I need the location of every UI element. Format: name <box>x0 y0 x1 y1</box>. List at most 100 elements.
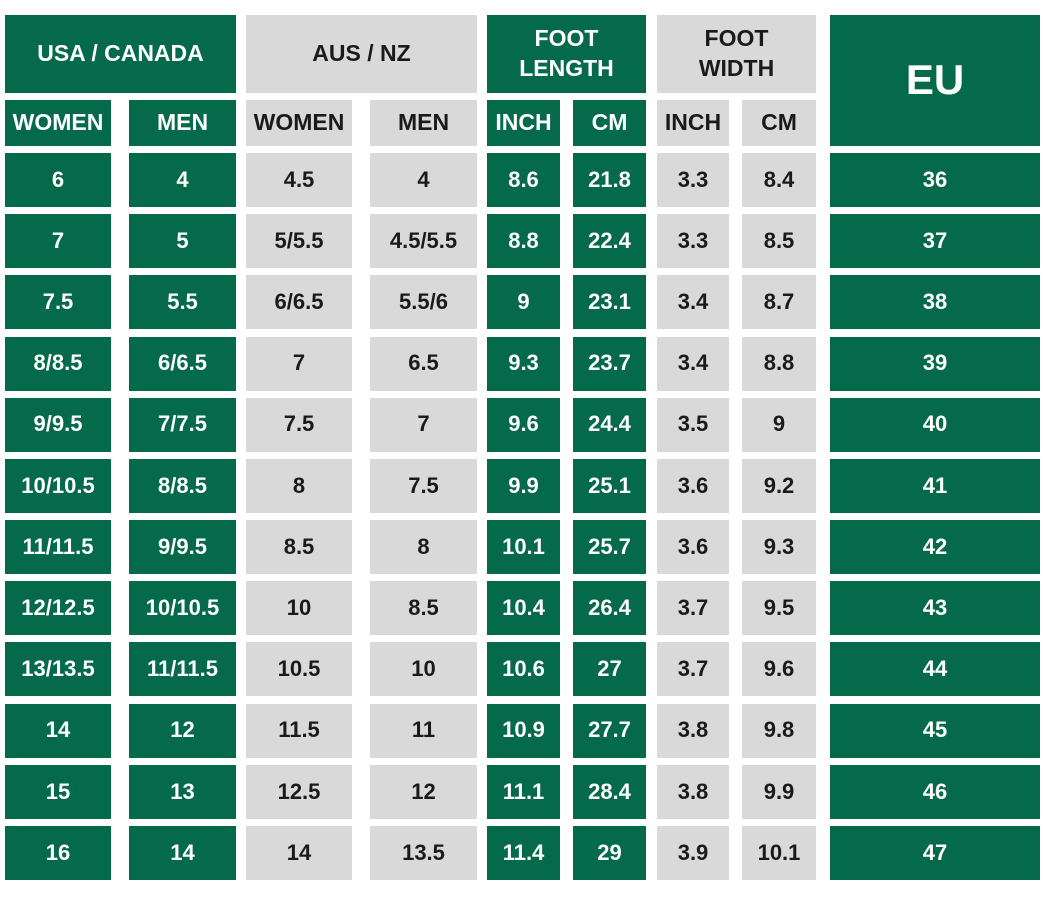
table-cell: 9/9.5 <box>5 397 111 452</box>
table-cell: 8.5 <box>370 581 477 636</box>
table-cell: 4.5 <box>246 153 352 207</box>
table-cell: 16 <box>5 826 111 880</box>
table-cell: 25.7 <box>573 520 646 575</box>
table-cell: 9.9 <box>742 764 816 819</box>
table-cell: 11/11.5 <box>129 642 236 697</box>
column-header: MEN <box>370 100 477 146</box>
table-cell: 11.5 <box>246 703 352 758</box>
table-cell: 3.6 <box>657 458 729 513</box>
table-cell: 3.8 <box>657 703 729 758</box>
table-cell: 9.6 <box>487 397 560 452</box>
table-cell: 9.2 <box>742 458 816 513</box>
table-cell: 9.8 <box>742 703 816 758</box>
table-cell: 24.4 <box>573 397 646 452</box>
table-cell: 6/6.5 <box>246 275 352 330</box>
table-cell: 8.5 <box>742 214 816 269</box>
table-cell: 9.6 <box>742 642 816 697</box>
group-header: FOOT WIDTH <box>657 15 816 93</box>
table-cell: 10.6 <box>487 642 560 697</box>
table-cell: 4 <box>129 153 236 207</box>
table-cell: 3.4 <box>657 336 729 391</box>
table-cell: 39 <box>830 336 1040 391</box>
table-cell: 8.8 <box>742 336 816 391</box>
table-cell: 43 <box>830 581 1040 636</box>
table-cell: 4 <box>370 153 477 207</box>
table-cell: 5/5.5 <box>246 214 352 269</box>
table-cell: 10.4 <box>487 581 560 636</box>
table-cell: 10.1 <box>487 520 560 575</box>
table-cell: 14 <box>129 826 236 880</box>
table-cell: 21.8 <box>573 153 646 207</box>
table-cell: 7 <box>370 397 477 452</box>
table-cell: 8.8 <box>487 214 560 269</box>
table-cell: 7/7.5 <box>129 397 236 452</box>
table-cell: 10.1 <box>742 826 816 880</box>
table-cell: 40 <box>830 397 1040 452</box>
table-cell: 27 <box>573 642 646 697</box>
table-cell: 47 <box>830 826 1040 880</box>
table-cell: 9.3 <box>487 336 560 391</box>
table-cell: 6/6.5 <box>129 336 236 391</box>
table-cell: 28.4 <box>573 764 646 819</box>
table-cell: 10 <box>370 642 477 697</box>
table-cell: 13 <box>129 764 236 819</box>
column-header: WOMEN <box>246 100 352 146</box>
table-cell: 9 <box>742 397 816 452</box>
table-cell: 11 <box>370 703 477 758</box>
group-header: FOOT LENGTH <box>487 15 646 93</box>
table-cell: 3.7 <box>657 581 729 636</box>
table-cell: 23.1 <box>573 275 646 330</box>
table-cell: 8/8.5 <box>129 458 236 513</box>
table-cell: 7.5 <box>246 397 352 452</box>
table-cell: 8.5 <box>246 520 352 575</box>
table-cell: 12 <box>370 764 477 819</box>
table-cell: 8 <box>246 458 352 513</box>
table-cell: 36 <box>830 153 1040 207</box>
table-cell: 8 <box>370 520 477 575</box>
table-cell: 14 <box>246 826 352 880</box>
table-cell: 23.7 <box>573 336 646 391</box>
table-cell: 42 <box>830 520 1040 575</box>
table-cell: 41 <box>830 458 1040 513</box>
column-header: MEN <box>129 100 236 146</box>
table-cell: 12.5 <box>246 764 352 819</box>
table-cell: 44 <box>830 642 1040 697</box>
table-cell: 45 <box>830 703 1040 758</box>
table-cell: 5 <box>129 214 236 269</box>
table-cell: 7.5 <box>370 458 477 513</box>
table-cell: 13.5 <box>370 826 477 880</box>
table-cell: 5.5/6 <box>370 275 477 330</box>
table-cell: 46 <box>830 764 1040 819</box>
table-cell: 9.3 <box>742 520 816 575</box>
table-cell: 12/12.5 <box>5 581 111 636</box>
group-header: USA / CANADA <box>5 15 236 93</box>
table-cell: 11/11.5 <box>5 520 111 575</box>
table-cell: 13/13.5 <box>5 642 111 697</box>
table-cell: 8.7 <box>742 275 816 330</box>
table-cell: 6 <box>5 153 111 207</box>
table-cell: 9.5 <box>742 581 816 636</box>
table-cell: 7 <box>5 214 111 269</box>
table-cell: 14 <box>5 703 111 758</box>
table-cell: 3.7 <box>657 642 729 697</box>
table-cell: 37 <box>830 214 1040 269</box>
table-cell: 11.4 <box>487 826 560 880</box>
table-cell: 9/9.5 <box>129 520 236 575</box>
table-cell: 8/8.5 <box>5 336 111 391</box>
table-cell: 3.9 <box>657 826 729 880</box>
column-header: CM <box>573 100 646 146</box>
table-cell: 10/10.5 <box>5 458 111 513</box>
table-cell: 26.4 <box>573 581 646 636</box>
table-cell: 3.8 <box>657 764 729 819</box>
table-cell: 9 <box>487 275 560 330</box>
table-cell: 8.6 <box>487 153 560 207</box>
table-cell: 6.5 <box>370 336 477 391</box>
table-cell: 10/10.5 <box>129 581 236 636</box>
table-cell: 10.5 <box>246 642 352 697</box>
table-cell: 7.5 <box>5 275 111 330</box>
table-cell: 10.9 <box>487 703 560 758</box>
table-cell: 3.6 <box>657 520 729 575</box>
table-cell: 7 <box>246 336 352 391</box>
table-cell: 10 <box>246 581 352 636</box>
